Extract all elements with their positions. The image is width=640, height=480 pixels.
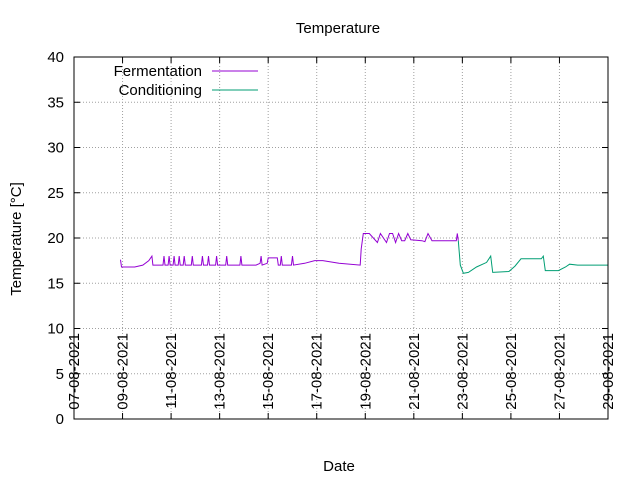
x-tick-label: 11-08-2021	[163, 333, 180, 409]
series-line-fermentation	[120, 232, 459, 268]
plot-border	[73, 56, 609, 420]
y-tick-label: 0	[56, 411, 64, 428]
legend-label: Fermentation	[114, 63, 202, 80]
y-tick-label: 40	[47, 49, 64, 66]
x-tick-label: 21-08-2021	[406, 333, 423, 410]
x-tick-label: 27-08-2021	[551, 333, 568, 410]
x-tick-label: 25-08-2021	[503, 333, 520, 410]
chart-title: Temperature	[296, 20, 380, 37]
x-tick-label: 09-08-2021	[115, 333, 132, 410]
y-tick-label: 10	[47, 321, 64, 338]
series-lines	[120, 232, 608, 274]
x-tick-label: 19-08-2021	[357, 333, 374, 410]
legend-label: Conditioning	[119, 82, 202, 99]
series-line-conditioning	[457, 240, 608, 274]
x-tick-label: 23-08-2021	[454, 333, 471, 410]
y-axis-label: Temperature [°C]	[8, 182, 25, 296]
y-tick-label: 15	[47, 275, 64, 292]
y-tick-label: 25	[47, 185, 64, 202]
x-tick-label: 15-08-2021	[260, 333, 277, 410]
legend: Fermentation Conditioning	[114, 63, 258, 99]
y-tick-label: 35	[47, 94, 64, 111]
y-tick-label: 5	[56, 366, 64, 383]
x-tick-label: 17-08-2021	[309, 333, 326, 410]
x-tick-label: 13-08-2021	[212, 333, 229, 410]
y-tick-label: 20	[47, 230, 64, 247]
grid	[74, 57, 608, 419]
x-axis-label: Date	[323, 458, 355, 475]
y-tick-label: 30	[47, 140, 64, 157]
